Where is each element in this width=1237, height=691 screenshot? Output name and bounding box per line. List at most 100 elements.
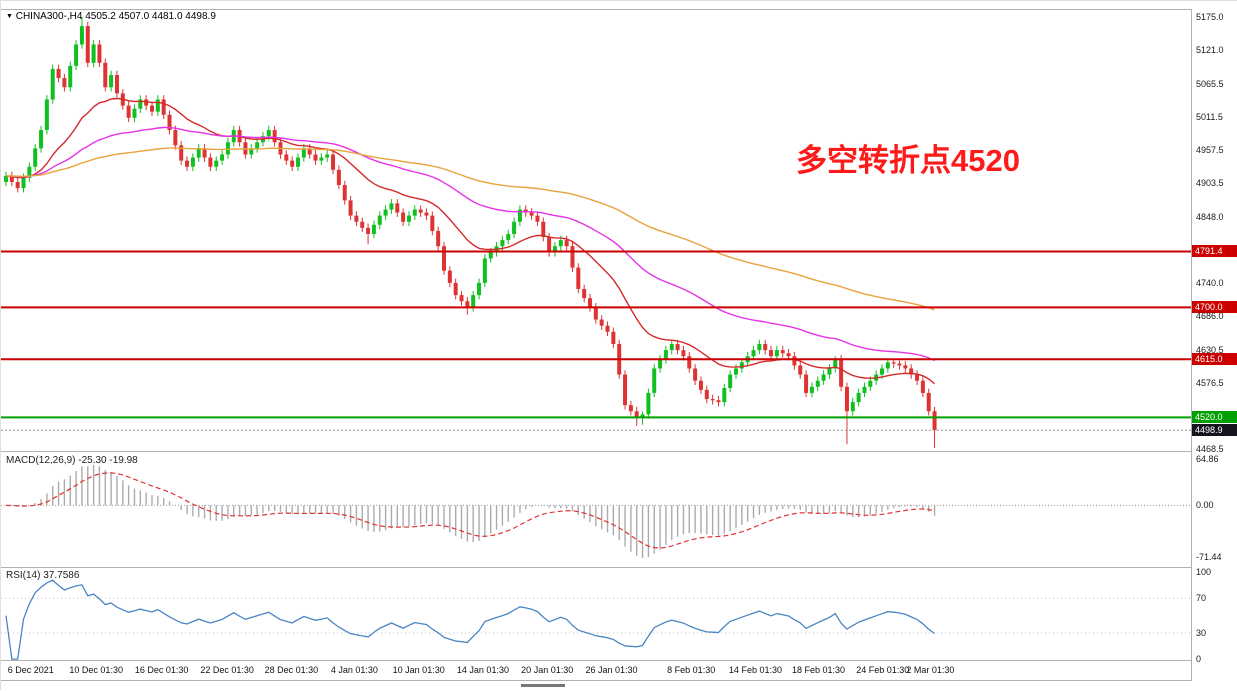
candle-body	[196, 148, 201, 158]
axis-tick-label: 4848.0	[1196, 211, 1224, 222]
time-axis-label: 24 Feb 01:30	[856, 665, 910, 675]
candle-body	[418, 209, 423, 213]
candle-body	[932, 411, 937, 431]
candle-body	[85, 26, 90, 63]
candle-body	[126, 105, 131, 118]
time-axis-label: 16 Dec 01:30	[134, 665, 189, 675]
candle-body	[582, 288, 587, 299]
candle-body	[56, 68, 61, 79]
axis-tick-label: 4686.0	[1196, 310, 1224, 321]
rsi-panel-canvas[interactable]	[1, 567, 1191, 660]
time-axis-label: 8 Feb 01:30	[667, 665, 716, 675]
time-axis-label: 2 Mar 01:30	[906, 665, 955, 675]
candle-body	[459, 295, 464, 302]
candle-body	[482, 258, 487, 283]
support-line-4520-badge: 4520.0	[1192, 411, 1237, 424]
candle-body	[79, 26, 84, 45]
ma-mid-magenta	[5, 126, 935, 362]
candle-body	[21, 177, 26, 189]
candle-body	[681, 350, 686, 357]
candle-body	[512, 221, 517, 234]
candle-body	[734, 368, 738, 375]
candle-body	[774, 350, 779, 357]
candle-body	[15, 182, 20, 189]
current-price-line-badge: 4498.9	[1192, 424, 1237, 437]
rsi-timeaxis-divider[interactable]	[1, 660, 1237, 661]
candle-body	[301, 148, 306, 158]
candle-body	[161, 99, 166, 115]
macd-rsi-divider[interactable]	[1, 567, 1237, 568]
candle-body	[669, 344, 674, 351]
candle-body	[605, 325, 610, 332]
candle-body	[792, 356, 797, 366]
macd-indicator-label: MACD(12,26,9) -25.30 -19.98	[6, 455, 138, 466]
candle-body	[897, 363, 902, 366]
ma-slow-orange	[5, 147, 935, 311]
candle-body	[68, 65, 73, 88]
candle-body	[552, 246, 557, 253]
candle-body	[844, 386, 849, 412]
candle-body	[155, 99, 160, 112]
candle-body	[114, 75, 119, 94]
time-axis-label: 18 Feb 01:30	[791, 665, 846, 675]
price-macd-divider[interactable]	[1, 451, 1237, 452]
axis-tick-label: 0	[1196, 654, 1202, 665]
symbol-marker-icon: ▼	[6, 13, 13, 20]
candle-body	[371, 224, 376, 234]
candle-body	[307, 148, 312, 155]
candle-body	[366, 227, 371, 234]
time-axis-label: 6 Dec 2021	[7, 665, 54, 675]
candle-body	[798, 365, 803, 375]
candle-body	[693, 368, 698, 381]
axis-tick-label: 4468.5	[1196, 443, 1224, 454]
candle-body	[4, 175, 8, 183]
time-axis[interactable]: 6 Dec 2021 10 Dec 01:30 16 Dec 01:30 22 Dec…	[1, 660, 1191, 680]
chart-top-border	[1, 9, 1237, 10]
candle-body	[564, 240, 569, 247]
candle-body	[716, 400, 721, 403]
axis-tick-label: 4576.5	[1196, 377, 1224, 388]
candle-body	[880, 368, 884, 375]
candle-body	[856, 392, 861, 403]
candle-body	[588, 298, 592, 308]
candle-body	[500, 240, 505, 247]
candle-body	[401, 212, 406, 222]
candle-body	[827, 368, 832, 375]
candle-body	[757, 344, 762, 351]
candle-body	[336, 169, 341, 186]
candle-body	[208, 157, 213, 167]
price-chart-canvas[interactable]	[1, 9, 1191, 451]
candle-body	[406, 215, 411, 222]
candle-body	[640, 414, 645, 418]
axis-tick-label: 70	[1196, 593, 1207, 604]
price-axis[interactable]: 4791.4 4700.0 4615.0 4520.0 4498.9 5175.0 5121…	[1192, 1, 1237, 691]
candle-body	[547, 237, 552, 253]
candle-body	[868, 380, 873, 387]
axis-tick-label: 30	[1196, 628, 1207, 639]
candle-body	[488, 252, 493, 259]
candle-body	[710, 399, 715, 401]
candle-body	[815, 380, 820, 387]
axis-tick-label: 5175.0	[1196, 11, 1224, 22]
time-axis-label: 28 Dec 01:30	[264, 665, 319, 675]
candle-body	[704, 389, 709, 400]
macd-panel-canvas[interactable]	[1, 451, 1191, 567]
candle-body	[535, 215, 540, 222]
candle-body	[144, 99, 149, 106]
candle-body	[909, 368, 914, 375]
candle-body	[722, 388, 727, 403]
candle-body	[634, 411, 639, 418]
candle-body	[272, 130, 277, 143]
candle-body	[529, 212, 534, 216]
candle-body	[891, 362, 896, 364]
candle-body	[920, 380, 925, 393]
axis-tick-label: 4740.0	[1196, 277, 1224, 288]
candle-body	[558, 240, 563, 247]
time-axis-label: 10 Jan 01:30	[392, 665, 445, 675]
axis-tick-label: 4957.5	[1196, 144, 1224, 155]
candle-body	[570, 246, 575, 268]
candle-body	[179, 145, 184, 161]
scrollbar-thumb[interactable]	[521, 684, 565, 687]
candle-body	[173, 130, 178, 146]
candle-body	[74, 44, 79, 66]
